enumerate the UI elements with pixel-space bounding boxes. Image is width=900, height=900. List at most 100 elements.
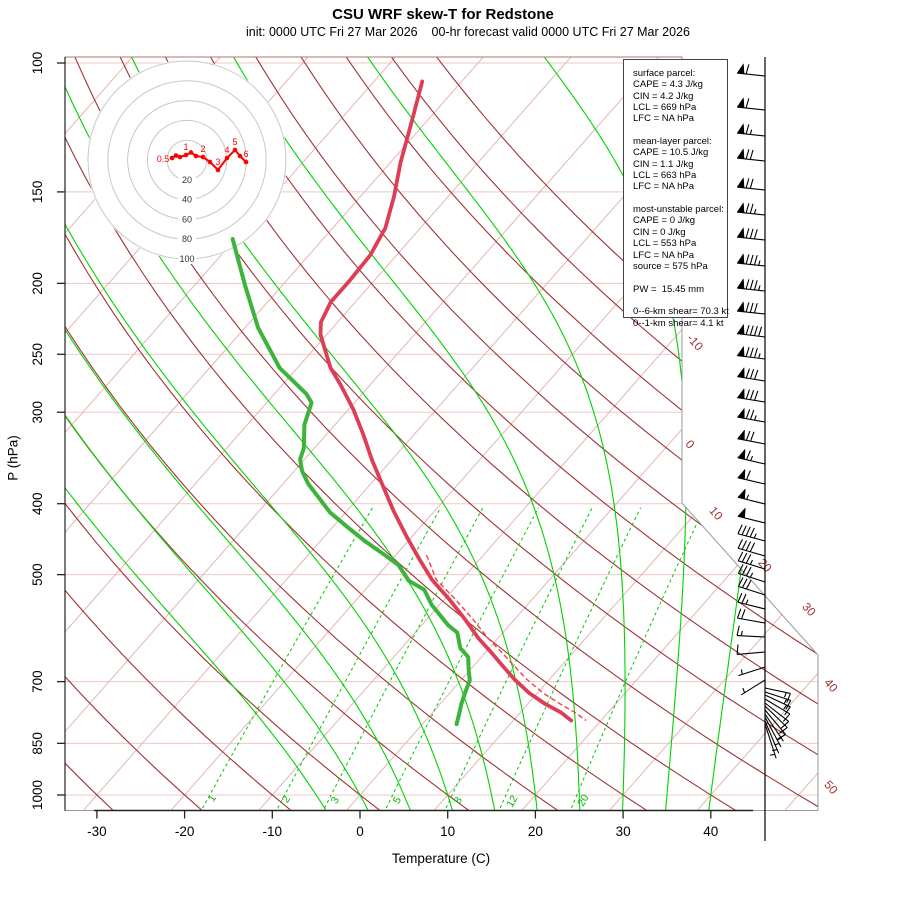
barb-half bbox=[749, 559, 754, 565]
barb-half bbox=[750, 455, 754, 461]
dry-adiabat-line bbox=[245, 57, 818, 811]
barb-full bbox=[737, 551, 744, 562]
hodograph-inset: 20 40 60 80 100 bbox=[87, 60, 287, 264]
barb-full bbox=[737, 524, 743, 534]
barb-full bbox=[741, 525, 747, 536]
wind-barb bbox=[737, 577, 766, 596]
isotherm-line bbox=[65, 57, 490, 811]
mixing-ratio-line bbox=[568, 507, 705, 811]
wind-barb bbox=[737, 468, 766, 485]
barb-staff bbox=[764, 698, 791, 715]
hodograph-trace-point bbox=[169, 155, 175, 161]
barb-full bbox=[741, 578, 748, 588]
hodograph-ring-label-bg bbox=[178, 214, 196, 225]
chart-subtitle: init: 0000 UTC Fri 27 Mar 2026 00-hr for… bbox=[246, 25, 690, 39]
barb-pennant bbox=[736, 345, 745, 357]
isotherm-line bbox=[608, 57, 818, 811]
wind-barb bbox=[737, 539, 766, 557]
info-line: CAPE = 10.5 J/kg bbox=[633, 147, 709, 159]
hodograph-height-label: 5 bbox=[233, 137, 238, 147]
barb-full bbox=[741, 552, 748, 563]
info-line bbox=[633, 272, 727, 283]
barb-half bbox=[740, 669, 743, 675]
hodograph-ring-label: 80 bbox=[182, 234, 192, 244]
barb-pennant bbox=[736, 227, 745, 239]
info-line: CAPE = 0 J/kg bbox=[633, 215, 696, 227]
barb-full bbox=[753, 255, 758, 266]
wind-barb bbox=[736, 227, 766, 241]
y-tick-label: 150 bbox=[30, 181, 45, 204]
barb-full bbox=[749, 178, 754, 189]
dry-adiabat-line bbox=[65, 57, 741, 811]
info-line bbox=[633, 295, 727, 306]
wind-barb bbox=[736, 148, 766, 162]
page-title: CSU WRF skew-T for Redstone bbox=[332, 6, 554, 23]
dry-adiabat-line bbox=[334, 57, 818, 811]
isotherm-line bbox=[345, 57, 818, 811]
barb-full bbox=[749, 542, 756, 552]
hodograph-height-label: 3 bbox=[215, 157, 220, 167]
info-line: 0--6-km shear= 70.3 kt bbox=[633, 306, 729, 318]
barb-staff bbox=[764, 716, 782, 748]
wind-barb bbox=[736, 177, 766, 191]
barb-pennant bbox=[736, 123, 745, 135]
barb-half bbox=[746, 494, 750, 500]
barb-full bbox=[749, 409, 755, 420]
y-tick-label: 200 bbox=[30, 272, 45, 295]
barb-pennant bbox=[736, 97, 745, 109]
barb-staff bbox=[740, 679, 766, 696]
barb-half bbox=[742, 687, 746, 693]
barb-full bbox=[737, 539, 743, 549]
barb-full bbox=[745, 579, 752, 590]
sounding-profiles bbox=[230, 79, 587, 727]
info-line: CIN = 1.1 J/kg bbox=[633, 158, 694, 170]
x-axis-label: Temperature (C) bbox=[391, 851, 491, 866]
barb-full bbox=[745, 98, 750, 109]
barb-full bbox=[745, 430, 751, 441]
barb-pennant bbox=[736, 202, 745, 214]
barb-pennant bbox=[736, 387, 745, 400]
parcel-info-box: surface parcel: CAPE = 4.3 J/kg CIN = 4.2 … bbox=[623, 59, 729, 329]
hodograph-trace-point bbox=[243, 159, 249, 165]
barb-full bbox=[776, 734, 786, 740]
wind-barb bbox=[764, 698, 791, 722]
hodograph-ring-label: 40 bbox=[182, 195, 192, 205]
wind-barb bbox=[736, 608, 766, 624]
hodograph-ring-label-bg bbox=[178, 254, 196, 264]
barb-full bbox=[741, 540, 748, 550]
dry-adiabat-line bbox=[423, 57, 818, 811]
barb-full bbox=[754, 390, 759, 401]
barb-pennant bbox=[736, 63, 745, 75]
info-line: LCL = 663 hPa bbox=[633, 170, 697, 182]
barb-full bbox=[745, 254, 750, 265]
wind-barb bbox=[737, 592, 766, 610]
barb-full bbox=[745, 389, 751, 400]
dry-adiabat-line bbox=[65, 57, 206, 811]
hodograph-ring-label-bg bbox=[178, 174, 196, 185]
barb-pennant bbox=[737, 468, 746, 480]
isotherm-label: 40 bbox=[821, 676, 841, 696]
wind-barb bbox=[737, 524, 766, 542]
wind-barb bbox=[736, 123, 766, 137]
barb-pennant bbox=[737, 429, 745, 441]
barb-full bbox=[745, 324, 750, 335]
barb-pennant bbox=[737, 488, 746, 500]
barb-full bbox=[737, 564, 744, 574]
barb-staff bbox=[764, 720, 780, 754]
isotherm-line bbox=[65, 57, 666, 811]
moist-adiabat-line bbox=[65, 57, 413, 811]
wind-barb bbox=[738, 666, 766, 677]
x-tick-label: -20 bbox=[175, 824, 195, 839]
barb-full bbox=[745, 409, 751, 419]
mixing-ratio-label: 5 bbox=[391, 795, 404, 806]
barb-half bbox=[783, 692, 787, 698]
barb-full bbox=[749, 347, 754, 358]
barb-full bbox=[785, 700, 792, 710]
x-tick-label: 10 bbox=[440, 824, 455, 839]
moist-adiabat-line bbox=[360, 57, 626, 811]
barb-full bbox=[745, 228, 750, 239]
hodograph-ring-label: 20 bbox=[182, 175, 192, 185]
isotherm-label: 0 bbox=[683, 437, 698, 452]
barb-half bbox=[753, 533, 757, 539]
x-tick-label: 0 bbox=[356, 824, 364, 839]
